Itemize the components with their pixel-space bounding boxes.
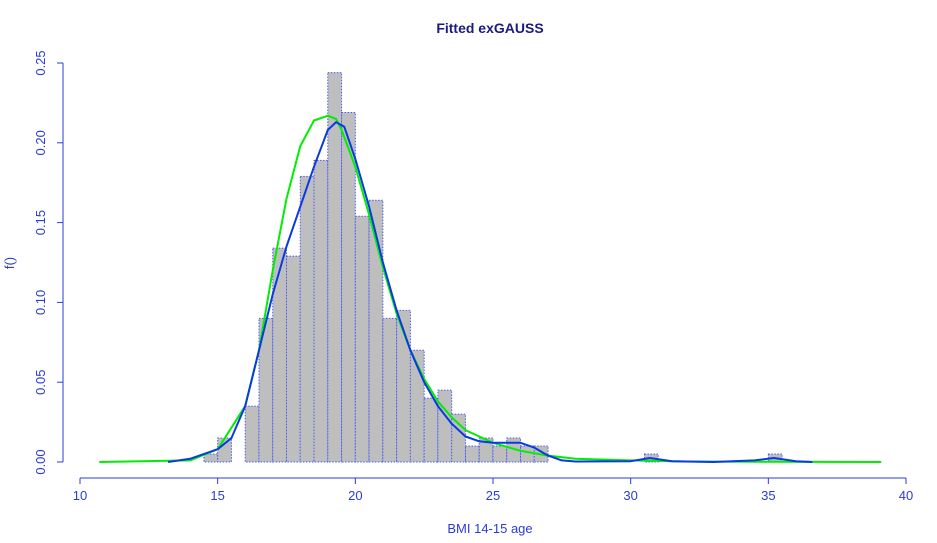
x-tick-label: 15 xyxy=(210,488,224,503)
x-tick-label: 25 xyxy=(486,488,500,503)
histogram-bar xyxy=(299,175,315,463)
histogram-bar xyxy=(341,111,356,463)
y-axis: 0.00 0.05 0.10 0.15 0.20 0.25 xyxy=(33,50,64,475)
histogram-bar xyxy=(217,437,232,463)
histogram-bar xyxy=(492,445,508,463)
y-tick-label: 0.00 xyxy=(33,449,48,474)
histogram-bar xyxy=(313,159,329,463)
histogram-bar xyxy=(272,247,288,463)
histogram-bar xyxy=(451,413,466,463)
histogram-bar xyxy=(382,317,398,463)
histogram-bar xyxy=(478,437,494,463)
fit-lines xyxy=(99,114,882,463)
fitted-exgauss-line xyxy=(99,114,882,463)
histogram-bar xyxy=(464,445,480,463)
histogram-bar xyxy=(437,389,453,463)
histogram-bar xyxy=(354,215,370,463)
x-tick-label: 35 xyxy=(761,488,775,503)
histogram-bar xyxy=(506,437,522,463)
y-axis-label: f() xyxy=(2,257,17,269)
x-tick-label: 40 xyxy=(899,488,913,503)
histogram-bars xyxy=(203,72,783,463)
chart-title: Fitted exGAUSS xyxy=(436,20,543,36)
y-tick-label: 0.20 xyxy=(33,130,48,155)
histogram-bar xyxy=(396,309,411,463)
histogram-bar xyxy=(327,72,343,463)
y-tick-label: 0.05 xyxy=(33,370,48,395)
x-axis-label: BMI 14-15 age xyxy=(447,521,532,536)
x-tick-label: 20 xyxy=(348,488,362,503)
histogram-bar xyxy=(520,445,535,463)
histogram-bar xyxy=(203,453,219,463)
x-tick-label: 10 xyxy=(73,488,87,503)
histogram-bar xyxy=(286,255,301,463)
y-tick-label: 0.10 xyxy=(33,290,48,315)
histogram-bar xyxy=(244,405,260,463)
y-tick-label: 0.25 xyxy=(33,50,48,75)
x-tick-label: 30 xyxy=(623,488,637,503)
y-tick-label: 0.15 xyxy=(33,210,48,235)
x-axis: 10 15 20 25 30 35 40 xyxy=(73,477,913,503)
density-line xyxy=(167,121,813,463)
histogram-bar xyxy=(423,397,439,463)
